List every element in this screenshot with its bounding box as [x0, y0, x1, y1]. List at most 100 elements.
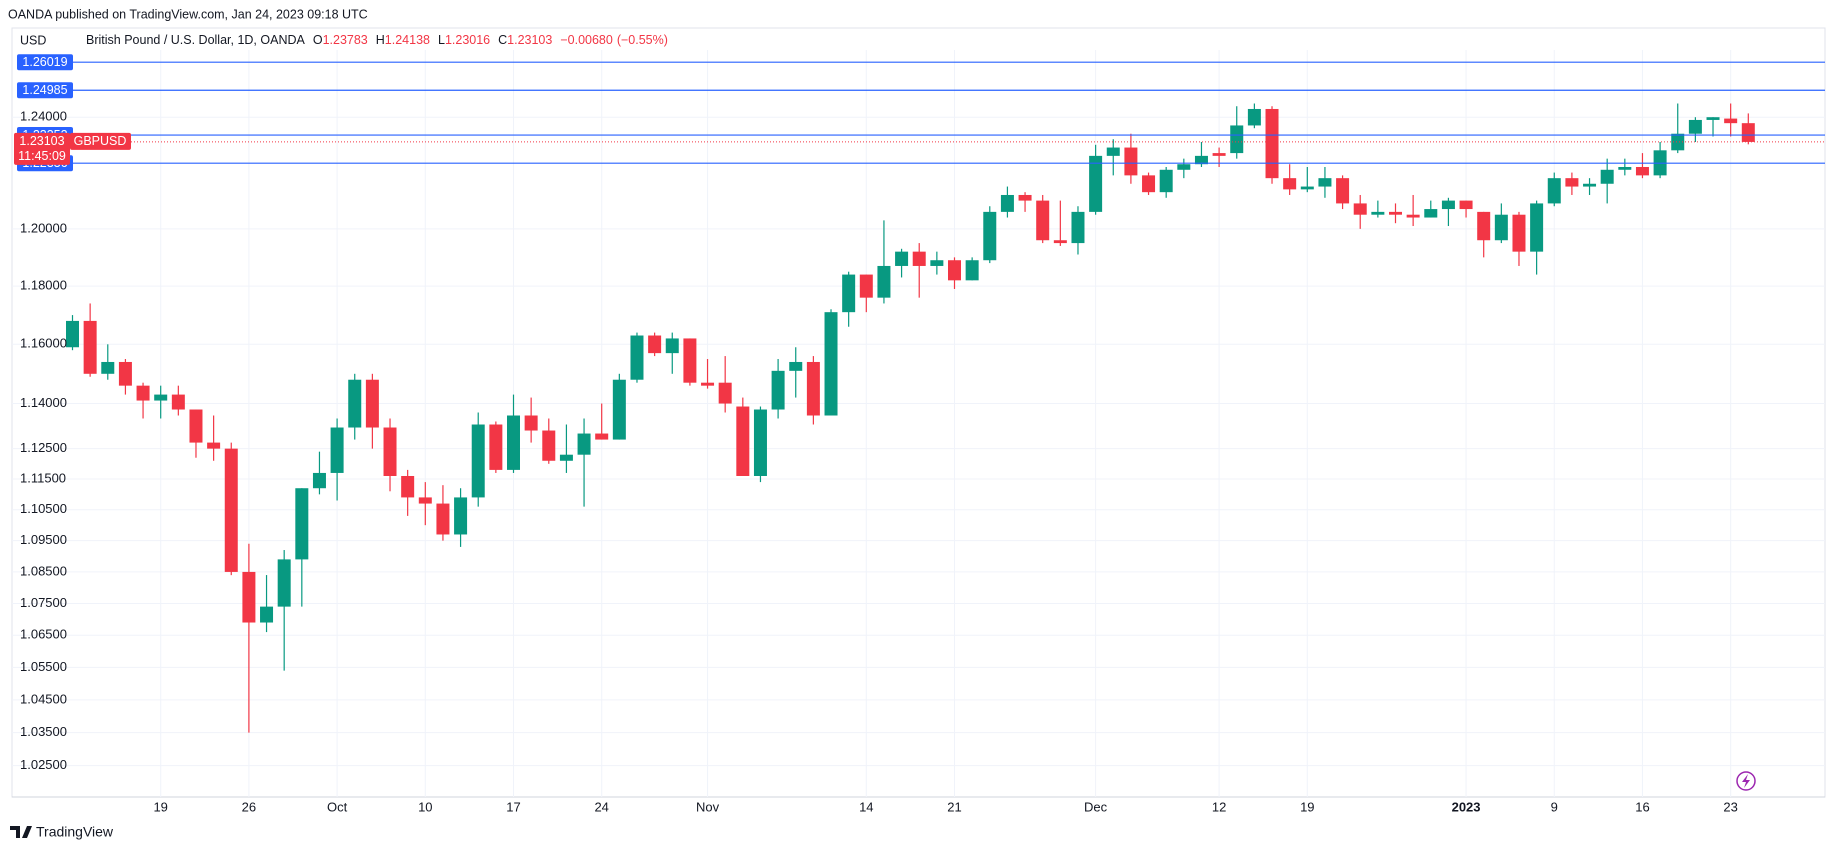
candle-body	[1336, 178, 1350, 204]
candle-body	[101, 361, 115, 374]
candle-body	[1389, 211, 1402, 215]
candle-body	[1265, 108, 1279, 179]
candle-body	[683, 338, 697, 383]
candle-body	[189, 409, 203, 443]
y-tick-label: 1.03500	[20, 724, 67, 739]
candle-body	[665, 338, 679, 354]
candle-body	[1600, 169, 1614, 184]
y-tick-label: 1.24000	[20, 109, 67, 124]
legend-item: H	[376, 33, 385, 47]
candle-body	[1124, 147, 1138, 176]
x-tick-label: 19	[1300, 799, 1314, 814]
y-tick-label: 1.14000	[20, 395, 67, 410]
candle-body	[436, 503, 450, 535]
x-tick-label: 17	[506, 799, 520, 814]
candle-body	[383, 427, 397, 476]
candle-body	[401, 475, 415, 498]
candle-body	[1424, 209, 1438, 218]
candle-body	[983, 211, 997, 261]
candle-body	[1688, 119, 1702, 134]
candle-body	[524, 415, 538, 431]
legend-item: British Pound / U.S. Dollar, 1D, OANDA	[86, 33, 305, 47]
candle-body	[1194, 155, 1208, 165]
candle-body	[1159, 169, 1173, 193]
candle-body	[1406, 214, 1420, 218]
candle-body	[207, 442, 221, 449]
x-tick-label: 12	[1212, 799, 1226, 814]
candle-body	[1494, 214, 1508, 241]
candle-body	[1565, 178, 1579, 187]
x-tick-label: 19	[153, 799, 167, 814]
candle-body	[1671, 133, 1685, 151]
candle-body	[365, 379, 379, 428]
candle-body	[1724, 118, 1738, 124]
brand: TradingView	[36, 824, 114, 840]
candle-body	[1053, 240, 1067, 244]
lightning-icon	[1736, 771, 1756, 791]
logo: TradingView	[10, 824, 114, 840]
candle-body	[1741, 123, 1755, 142]
legend-item: 1.23103	[507, 33, 552, 47]
candle-body	[1300, 186, 1314, 190]
candle-body	[736, 406, 750, 476]
x-tick-label: 26	[242, 799, 256, 814]
candle-body	[1441, 200, 1455, 210]
candle-body	[630, 335, 644, 380]
candle-body	[753, 409, 767, 476]
candle-body	[1583, 183, 1597, 187]
candle-body	[859, 274, 873, 298]
candle-body	[277, 559, 291, 607]
overlay: 1.02500 1.03500 1.04500 1.05500 1.06500 1.075…	[14, 33, 1825, 814]
candle-body	[330, 427, 344, 473]
candle-body	[1618, 166, 1632, 170]
candle-body	[1706, 117, 1720, 120]
candle-body	[1371, 211, 1385, 215]
candle-body	[789, 361, 803, 371]
candle-body	[295, 488, 309, 560]
candle-body	[612, 379, 626, 440]
candle-body	[224, 448, 238, 572]
x-tick-label: 14	[859, 799, 873, 814]
x-tick-label: 24	[594, 799, 608, 814]
candle-body	[842, 274, 856, 313]
last-price-label: 1.23103	[19, 134, 64, 148]
candle-body	[83, 320, 97, 374]
legend-item: 1.23016	[445, 33, 490, 47]
x-tick-label: Dec	[1084, 799, 1108, 814]
currency: USD	[20, 33, 46, 47]
candle-body	[260, 606, 274, 623]
candle-body	[701, 382, 715, 386]
candle-body	[1353, 203, 1367, 215]
candle-body	[507, 415, 520, 470]
x-tick-label: 9	[1551, 799, 1558, 814]
legend: British Pound / U.S. Dollar, 1D, OANDA O1…	[86, 33, 668, 47]
candle-body	[1530, 203, 1544, 252]
y-tick-label: 1.08500	[20, 563, 67, 578]
candle-body	[648, 335, 662, 354]
candle-body	[118, 361, 132, 386]
y-tick-label: 1.07500	[20, 595, 67, 610]
candle-body	[1142, 175, 1156, 193]
candle-body	[136, 385, 150, 401]
candle-body	[930, 260, 944, 266]
candle-body	[718, 382, 732, 404]
candle-body	[559, 454, 573, 461]
candle-body	[912, 251, 926, 266]
symbol-box	[70, 132, 131, 150]
candle-body	[1547, 178, 1561, 204]
candle-body	[965, 260, 979, 281]
candle-body	[171, 394, 185, 410]
candle-body	[948, 260, 961, 281]
candle-body	[348, 379, 362, 428]
x-tick-label: 21	[947, 799, 961, 814]
legend-item: C	[498, 33, 507, 47]
x-tick-label: Oct	[327, 799, 348, 814]
candle-body	[1459, 200, 1473, 210]
candle-body	[1230, 125, 1244, 154]
legend-item: −0.00680	[560, 33, 613, 47]
y-tick-label: 1.10500	[20, 501, 67, 516]
x-tick-label: 2023	[1452, 799, 1481, 814]
candle-body	[1018, 194, 1032, 201]
candle-body	[595, 433, 609, 440]
